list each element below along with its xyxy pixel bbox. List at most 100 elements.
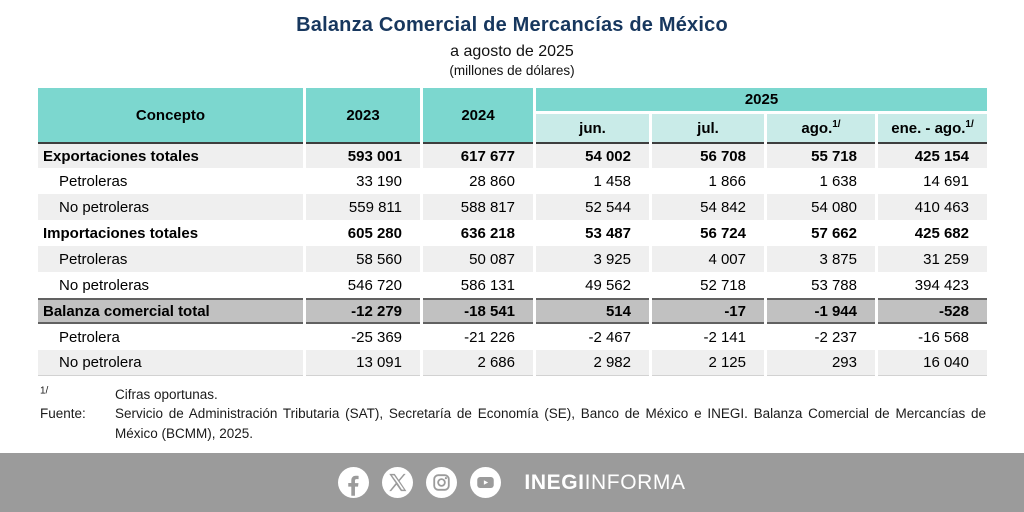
brand-inegi: INEGI	[524, 470, 585, 494]
notes-section: 1/ Cifras oportunas. Fuente: Servicio de…	[40, 385, 986, 445]
footnote-marker: 1/	[40, 385, 49, 397]
row-label: No petrolera	[38, 350, 303, 376]
table-row: Petrolera -25 369 -21 226 -2 467 -2 141 …	[38, 324, 987, 350]
cell-value: -2 467	[536, 324, 649, 350]
instagram-icon[interactable]	[426, 467, 458, 498]
row-label: No petroleras	[38, 194, 303, 220]
cell-value: -528	[878, 298, 987, 324]
cell-value: 2 125	[652, 350, 764, 376]
table-row: Petroleras 58 560 50 087 3 925 4 007 3 8…	[38, 246, 987, 272]
footnote-line: 1/ Cifras oportunas.	[40, 385, 986, 402]
table-row: Petroleras 33 190 28 860 1 458 1 866 1 6…	[38, 168, 987, 194]
cell-value: 1 458	[536, 168, 649, 194]
cell-value: 425 154	[878, 142, 987, 168]
cell-value: 58 560	[306, 246, 420, 272]
table-row: No petroleras 546 720 586 131 49 562 52 …	[38, 272, 987, 298]
source-label: Fuente:	[40, 406, 86, 421]
table-row: Exportaciones totales 593 001 617 677 54…	[38, 142, 987, 168]
x-icon[interactable]	[382, 467, 414, 498]
cell-value: 49 562	[536, 272, 649, 298]
year-header-2024: 2024	[423, 88, 533, 142]
month-header-ago: ago.1/	[767, 114, 875, 142]
source-line: Fuente: Servicio de Administración Tribu…	[40, 404, 986, 445]
year-header-2023: 2023	[306, 88, 420, 142]
cell-value: 28 860	[423, 168, 533, 194]
header: Balanza Comercial de Mercancías de Méxic…	[0, 0, 1024, 78]
cell-value: 588 817	[423, 194, 533, 220]
table-row-total: Balanza comercial total -12 279 -18 541 …	[38, 298, 987, 324]
cell-value: -2 141	[652, 324, 764, 350]
footnote-marker: 1/	[832, 118, 841, 130]
cell-value: 410 463	[878, 194, 987, 220]
youtube-icon[interactable]	[470, 467, 502, 498]
cell-value: -12 279	[306, 298, 420, 324]
facebook-icon[interactable]	[338, 467, 370, 498]
cell-value: 56 708	[652, 142, 764, 168]
cell-value: 54 842	[652, 194, 764, 220]
cell-value: -16 568	[878, 324, 987, 350]
cell-value: 2 686	[423, 350, 533, 376]
subtitle: a agosto de 2025	[450, 43, 574, 60]
cell-value: -17	[652, 298, 764, 324]
cell-value: 617 677	[423, 142, 533, 168]
cell-value: 31 259	[878, 246, 987, 272]
cell-value: 2 982	[536, 350, 649, 376]
cell-value: 57 662	[767, 220, 875, 246]
cell-value: 514	[536, 298, 649, 324]
cell-value: -18 541	[423, 298, 533, 324]
cell-value: 33 190	[306, 168, 420, 194]
cell-value: -21 226	[423, 324, 533, 350]
cell-value: 56 724	[652, 220, 764, 246]
cell-value: 293	[767, 350, 875, 376]
table-row: No petroleras 559 811 588 817 52 544 54 …	[38, 194, 987, 220]
row-label: Importaciones totales	[38, 220, 303, 246]
brand-informa: INFORMA	[584, 470, 686, 494]
row-label: Petroleras	[38, 246, 303, 272]
cell-value: 13 091	[306, 350, 420, 376]
row-label: Petrolera	[38, 324, 303, 350]
cell-value: 52 544	[536, 194, 649, 220]
table-row: Importaciones totales 605 280 636 218 53…	[38, 220, 987, 246]
cell-value: 55 718	[767, 142, 875, 168]
cell-value: 54 002	[536, 142, 649, 168]
row-label: No petroleras	[38, 272, 303, 298]
cell-value: 54 080	[767, 194, 875, 220]
cell-value: 3 875	[767, 246, 875, 272]
source-text: Servicio de Administración Tributaria (S…	[115, 406, 986, 442]
cell-value: 559 811	[306, 194, 420, 220]
trade-balance-table: Concepto 2023 2024 2025 jun. jul. ago.1/…	[35, 88, 990, 376]
cell-value: 636 218	[423, 220, 533, 246]
cell-value: -1 944	[767, 298, 875, 324]
row-label: Petroleras	[38, 168, 303, 194]
row-label: Exportaciones totales	[38, 142, 303, 168]
group-header-2025: 2025	[536, 88, 987, 114]
cell-value: 3 925	[536, 246, 649, 272]
row-label: Balanza comercial total	[38, 298, 303, 324]
cell-value: 425 682	[878, 220, 987, 246]
concept-header: Concepto	[38, 88, 303, 142]
month-header-jul: jul.	[652, 114, 764, 142]
footnote-marker: 1/	[965, 118, 974, 130]
cell-value: -25 369	[306, 324, 420, 350]
footer-bar: INEGIINFORMA	[0, 453, 1024, 512]
cell-value: -2 237	[767, 324, 875, 350]
cell-value: 1 638	[767, 168, 875, 194]
units-label: (millones de dólares)	[449, 63, 575, 78]
cell-value: 1 866	[652, 168, 764, 194]
footnote-text: Cifras oportunas.	[115, 387, 218, 402]
table-row: No petrolera 13 091 2 686 2 982 2 125 29…	[38, 350, 987, 376]
month-header-jun: jun.	[536, 114, 649, 142]
brand-text: INEGIINFORMA	[524, 471, 685, 495]
cell-value: 14 691	[878, 168, 987, 194]
cell-value: 53 788	[767, 272, 875, 298]
cell-value: 586 131	[423, 272, 533, 298]
cell-value: 546 720	[306, 272, 420, 298]
page-title: Balanza Comercial de Mercancías de Méxic…	[296, 14, 728, 36]
month-header-ene-ago: ene. - ago.1/	[878, 114, 987, 142]
cell-value: 52 718	[652, 272, 764, 298]
cell-value: 605 280	[306, 220, 420, 246]
cell-value: 53 487	[536, 220, 649, 246]
cell-value: 593 001	[306, 142, 420, 168]
cell-value: 50 087	[423, 246, 533, 272]
